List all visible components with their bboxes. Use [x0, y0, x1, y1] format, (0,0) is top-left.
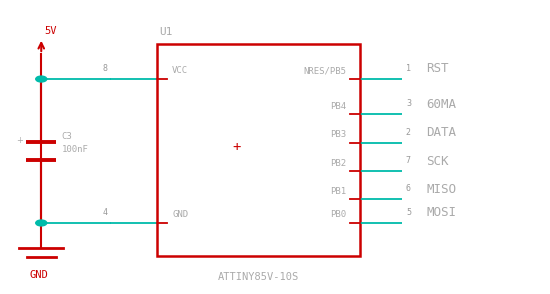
Text: 4: 4 — [102, 208, 107, 217]
Text: NRES/PB5: NRES/PB5 — [304, 66, 346, 76]
Text: +: + — [16, 136, 23, 145]
Text: 7: 7 — [406, 156, 411, 165]
Circle shape — [36, 76, 47, 82]
Text: 2: 2 — [406, 128, 411, 137]
Text: VCC: VCC — [172, 66, 188, 76]
Circle shape — [36, 220, 47, 226]
Text: PB2: PB2 — [331, 158, 346, 168]
Text: +: + — [232, 140, 241, 154]
Text: GND: GND — [29, 270, 48, 280]
Text: 5: 5 — [406, 208, 411, 217]
Text: U1: U1 — [160, 27, 173, 37]
Bar — [157, 44, 360, 256]
Text: 1: 1 — [406, 64, 411, 73]
Text: 6: 6 — [406, 184, 411, 193]
Text: 100nF: 100nF — [62, 145, 89, 154]
Text: MISO: MISO — [426, 183, 456, 196]
Text: PB0: PB0 — [331, 211, 346, 219]
Text: 60MA: 60MA — [426, 98, 456, 111]
Text: PB1: PB1 — [331, 186, 346, 196]
Text: GND: GND — [172, 211, 188, 219]
Text: RST: RST — [426, 63, 449, 76]
Text: SCK: SCK — [426, 155, 449, 168]
Text: 5V: 5V — [44, 26, 57, 36]
Text: 3: 3 — [406, 99, 411, 108]
Text: PB3: PB3 — [331, 130, 346, 139]
Text: C3: C3 — [62, 132, 73, 141]
Text: MOSI: MOSI — [426, 206, 456, 219]
Text: DATA: DATA — [426, 126, 456, 139]
Text: 8: 8 — [102, 64, 107, 73]
Text: PB4: PB4 — [331, 102, 346, 111]
Text: ATTINY85V-10S: ATTINY85V-10S — [218, 272, 299, 282]
